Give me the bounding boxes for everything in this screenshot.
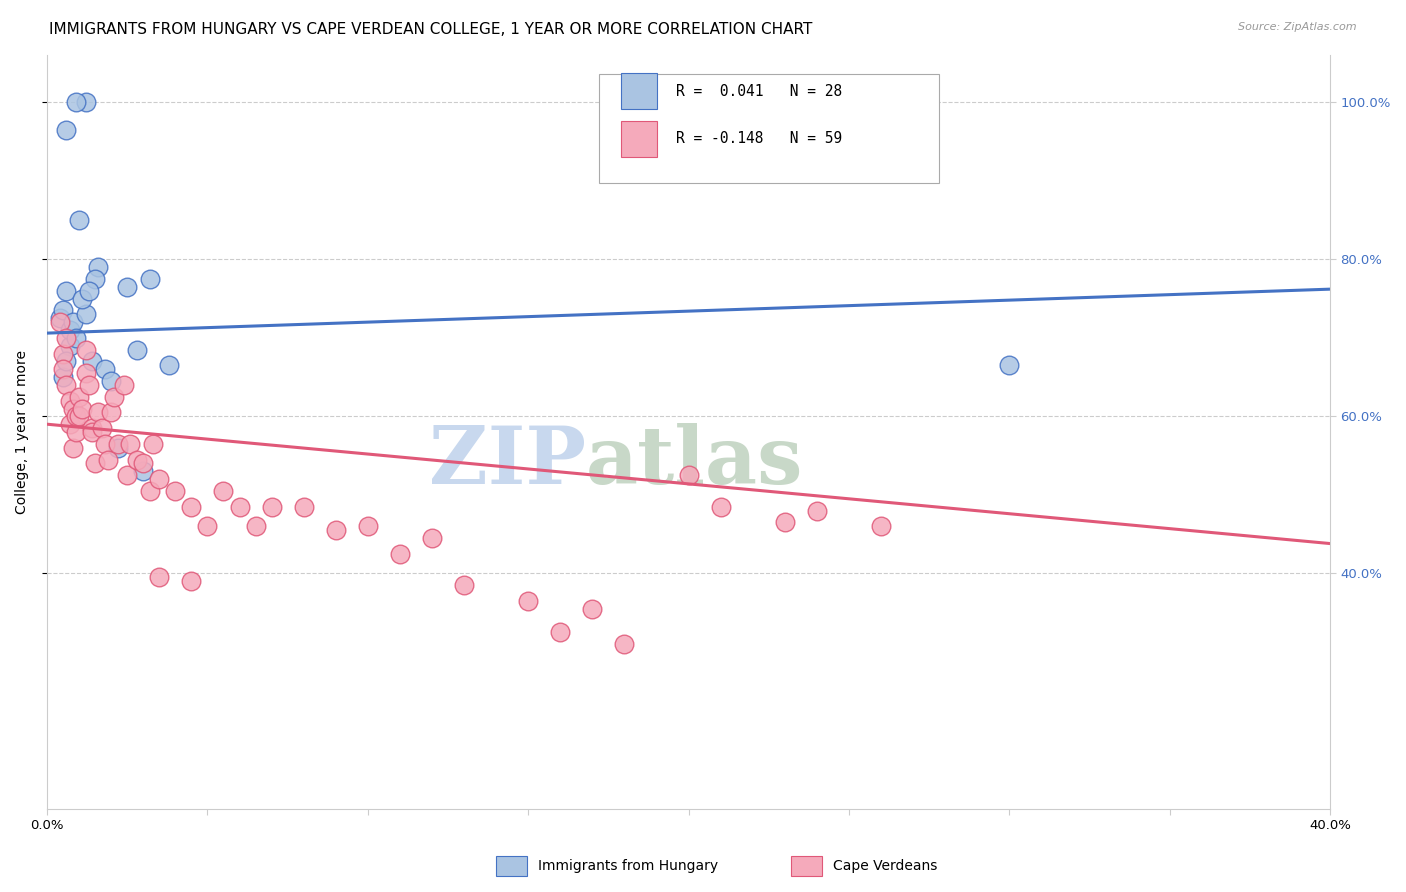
Point — [90, 421, 112, 435]
Point — [87, 260, 110, 275]
Point — [117, 468, 139, 483]
Text: IMMIGRANTS FROM HUNGARY VS CAPE VERDEAN COLLEGE, 1 YEAR OR MORE CORRELATION CHAR: IMMIGRANTS FROM HUNGARY VS CAPE VERDEAN … — [49, 22, 813, 37]
Point — [94, 362, 117, 376]
Point — [52, 362, 75, 376]
Point — [132, 464, 155, 478]
Point — [97, 452, 120, 467]
Point — [117, 280, 139, 294]
Point — [58, 323, 80, 337]
Point — [180, 500, 202, 514]
Point — [998, 359, 1021, 373]
Point — [75, 95, 97, 110]
Text: atlas: atlas — [586, 423, 803, 501]
Point — [120, 437, 142, 451]
Point — [228, 500, 250, 514]
Text: R = -0.148   N = 59: R = -0.148 N = 59 — [676, 131, 842, 146]
Point — [55, 378, 77, 392]
Point — [58, 417, 80, 432]
Point — [55, 331, 77, 345]
Text: Source: ZipAtlas.com: Source: ZipAtlas.com — [1239, 22, 1357, 32]
FancyBboxPatch shape — [620, 120, 657, 157]
Point — [62, 401, 84, 416]
Point — [80, 421, 103, 435]
Point — [65, 95, 87, 110]
Point — [72, 401, 94, 416]
Point — [148, 472, 170, 486]
Point — [112, 378, 135, 392]
Point — [388, 547, 411, 561]
Point — [806, 503, 828, 517]
Point — [142, 437, 165, 451]
Text: Immigrants from Hungary: Immigrants from Hungary — [538, 859, 718, 873]
Point — [260, 500, 283, 514]
Point — [107, 441, 129, 455]
Point — [52, 370, 75, 384]
Point — [55, 284, 77, 298]
Point — [581, 601, 603, 615]
Point — [84, 457, 107, 471]
Point — [138, 272, 160, 286]
Point — [80, 425, 103, 439]
Point — [710, 500, 733, 514]
Point — [325, 523, 347, 537]
Point — [67, 409, 90, 424]
Point — [65, 331, 87, 345]
Point — [67, 213, 90, 227]
Point — [107, 437, 129, 451]
Point — [165, 483, 187, 498]
Point — [212, 483, 235, 498]
Point — [678, 468, 700, 483]
Point — [100, 405, 122, 419]
Point — [49, 311, 72, 326]
Point — [62, 441, 84, 455]
Point — [517, 594, 540, 608]
Point — [100, 374, 122, 388]
Point — [75, 343, 97, 357]
Point — [72, 292, 94, 306]
Point — [180, 574, 202, 589]
Point — [125, 452, 148, 467]
Text: R =  0.041   N = 28: R = 0.041 N = 28 — [676, 84, 842, 99]
Point — [58, 393, 80, 408]
Point — [550, 625, 572, 640]
FancyBboxPatch shape — [620, 73, 657, 110]
Point — [62, 315, 84, 329]
Point — [157, 359, 180, 373]
Point — [77, 378, 100, 392]
Point — [65, 425, 87, 439]
Point — [94, 437, 117, 451]
Point — [453, 578, 475, 592]
Y-axis label: College, 1 year or more: College, 1 year or more — [15, 350, 30, 514]
Point — [870, 519, 893, 533]
Point — [52, 303, 75, 318]
Point — [55, 354, 77, 368]
Point — [52, 346, 75, 360]
Point — [138, 483, 160, 498]
Point — [103, 390, 125, 404]
Point — [148, 570, 170, 584]
Point — [197, 519, 219, 533]
Point — [58, 339, 80, 353]
Point — [49, 315, 72, 329]
Point — [420, 531, 443, 545]
Point — [292, 500, 315, 514]
Point — [75, 307, 97, 321]
Point — [132, 457, 155, 471]
Point — [87, 405, 110, 419]
Text: ZIP: ZIP — [429, 423, 586, 501]
Point — [77, 284, 100, 298]
Point — [65, 409, 87, 424]
Point — [357, 519, 380, 533]
FancyBboxPatch shape — [599, 74, 939, 183]
Point — [613, 637, 636, 651]
Point — [773, 516, 796, 530]
Point — [80, 354, 103, 368]
Point — [245, 519, 267, 533]
Text: Cape Verdeans: Cape Verdeans — [834, 859, 938, 873]
Point — [67, 390, 90, 404]
Point — [125, 343, 148, 357]
Point — [55, 122, 77, 136]
Point — [75, 366, 97, 380]
Point — [84, 272, 107, 286]
